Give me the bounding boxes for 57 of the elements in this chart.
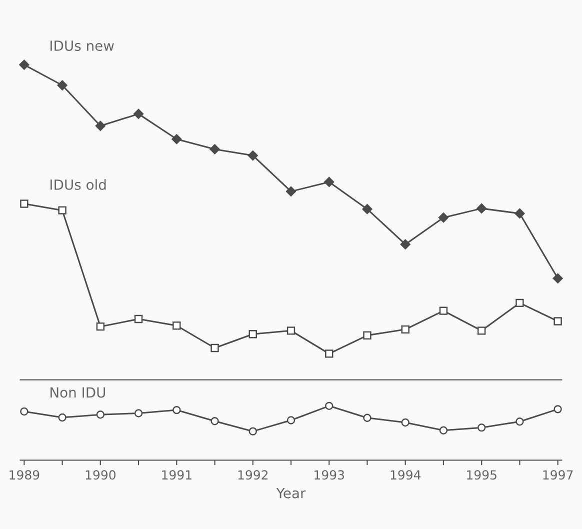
point [133,108,144,119]
point [248,330,257,338]
point [96,410,105,419]
x-tick-label: 1993 [314,470,344,480]
point [439,426,448,434]
x-tick-label: 1994 [390,470,421,480]
point [554,405,562,414]
point [516,298,524,308]
point [477,423,486,432]
point [95,120,106,131]
series-label: IDUs old [50,179,106,190]
series-label: IDUs new [50,40,114,51]
x-tick-label: 1989 [10,470,40,480]
point [134,409,143,418]
point [401,418,410,427]
point [210,417,219,426]
point [57,80,68,90]
point [514,208,525,219]
x-tick-label: 1990 [86,470,116,480]
x-tick-label: 1995 [467,470,496,480]
x-tick-label: 1992 [238,470,268,480]
point [172,406,181,414]
x-tick-label: 1991 [162,470,192,480]
point [554,317,562,326]
point [363,331,372,340]
point [248,150,258,161]
point [477,326,486,335]
x-axis-title: Year [276,488,306,498]
point [248,427,257,436]
point [172,322,181,330]
point [210,144,220,154]
point [96,322,105,331]
x-tick-label: 1997 [543,470,573,480]
point [325,402,334,410]
point [401,325,410,334]
point [324,176,334,188]
point [516,418,524,426]
point [362,204,372,214]
point [325,350,334,358]
point [20,200,28,208]
point [286,416,296,424]
point [19,60,30,70]
point [286,186,296,196]
point [363,414,372,422]
point [134,314,143,324]
series-label: Non IDU [50,387,106,398]
point [58,413,66,422]
point [20,407,28,416]
point [210,344,219,352]
point [438,212,449,223]
point [400,239,410,250]
point [476,203,487,214]
point [286,326,296,335]
point [172,134,182,144]
point [58,206,66,214]
point [439,306,448,315]
point [552,273,563,284]
